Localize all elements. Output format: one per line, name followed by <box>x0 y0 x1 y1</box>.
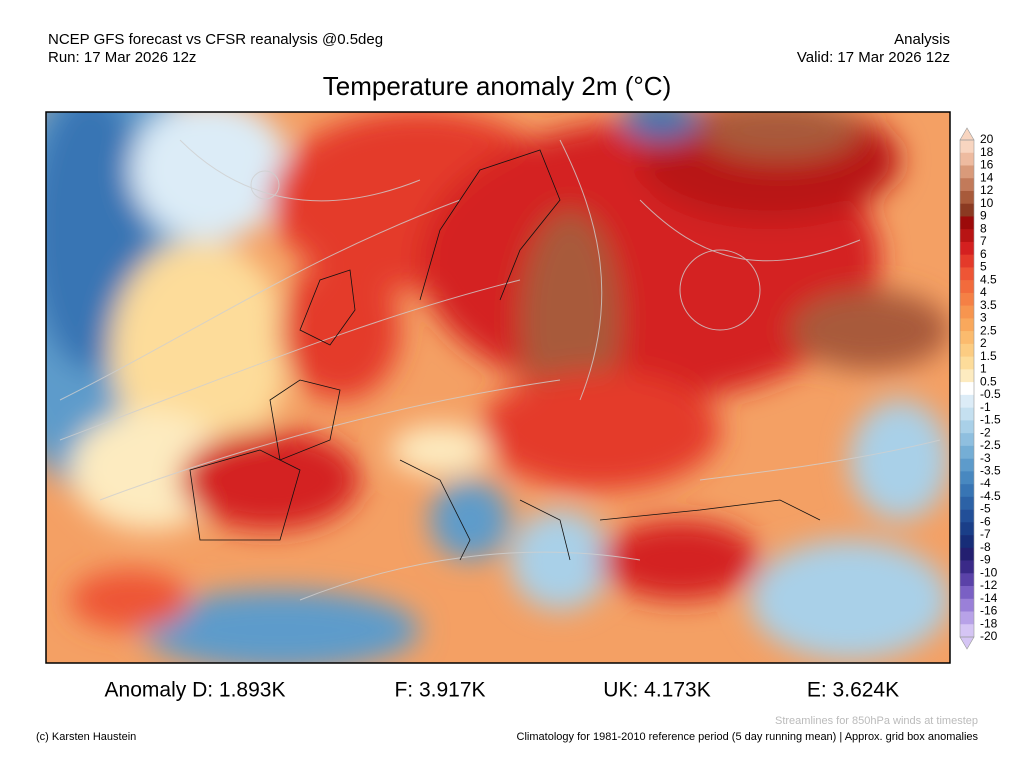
colorbar-label: -1 <box>980 400 991 414</box>
colorbar-label: 2.5 <box>980 323 997 337</box>
anomaly-map <box>46 112 950 663</box>
colorbar-label: -8 <box>980 540 991 554</box>
colorbar-label: 8 <box>980 221 987 235</box>
colorbar-label: 6 <box>980 247 987 261</box>
colorbar-label: -10 <box>980 565 998 579</box>
colorbar-label: -12 <box>980 578 998 592</box>
colorbar-swatch <box>960 611 974 625</box>
colorbar-swatch <box>960 267 974 281</box>
colorbar-swatch <box>960 547 974 561</box>
colorbar-swatch <box>960 509 974 523</box>
colorbar-label: -7 <box>980 527 991 541</box>
colorbar-label: -20 <box>980 629 998 643</box>
colorbar-label: -4.5 <box>980 489 1001 503</box>
colorbar-swatch <box>960 573 974 587</box>
colorbar-swatch <box>960 484 974 498</box>
colorbar-swatch <box>960 382 974 396</box>
colorbar-label: -3 <box>980 451 991 465</box>
map-title: Temperature anomaly 2m (°C) <box>323 71 672 101</box>
colorbar-swatch <box>960 535 974 549</box>
header-line: Analysis <box>894 31 950 48</box>
colorbar-label: 0.5 <box>980 374 997 388</box>
colorbar-swatch <box>960 216 974 230</box>
colorbar-label: 9 <box>980 209 987 223</box>
colorbar-swatch <box>960 229 974 243</box>
colorbar-swatch <box>960 165 974 179</box>
stat: F: 3.917K <box>394 679 485 702</box>
colorbar-swatch <box>960 356 974 370</box>
colorbar-label: 12 <box>980 183 994 197</box>
colorbar-label: 18 <box>980 145 994 159</box>
colorbar-label: -2 <box>980 425 991 439</box>
colorbar-swatch <box>960 445 974 459</box>
header-line: Run: 17 Mar 2026 12z <box>48 49 196 66</box>
colorbar-label: -16 <box>980 604 998 618</box>
colorbar-swatch <box>960 586 974 600</box>
colorbar-label: -2.5 <box>980 438 1001 452</box>
colorbar-label: 20 <box>980 132 994 146</box>
colorbar-label: -0.5 <box>980 387 1001 401</box>
colorbar-label: 1.5 <box>980 349 997 363</box>
streamline-note: Streamlines for 850hPa winds at timestep <box>775 715 978 727</box>
map-frame <box>45 111 951 664</box>
colorbar-swatch <box>960 140 974 154</box>
colorbar: 201816141210987654.543.532.521.510.5-0.5… <box>959 127 1001 650</box>
colorbar-label: 10 <box>980 196 994 210</box>
credit: (c) Karsten Haustein <box>36 731 136 743</box>
colorbar-swatch <box>960 394 974 408</box>
colorbar-swatch <box>960 458 974 472</box>
colorbar-end <box>959 636 975 650</box>
colorbar-label: 7 <box>980 234 987 248</box>
colorbar-label: -1.5 <box>980 413 1001 427</box>
colorbar-swatch <box>960 624 974 638</box>
colorbar-end <box>959 127 975 141</box>
colorbar-label: 14 <box>980 170 994 184</box>
colorbar-label: -14 <box>980 591 998 605</box>
colorbar-swatch <box>960 369 974 383</box>
colorbar-swatch <box>960 152 974 166</box>
colorbar-label: 5 <box>980 260 987 274</box>
colorbar-swatch <box>960 203 974 217</box>
colorbar-label: -5 <box>980 502 991 516</box>
colorbar-swatch <box>960 522 974 536</box>
colorbar-swatch <box>960 331 974 345</box>
colorbar-swatch <box>960 280 974 294</box>
header-line: NCEP GFS forecast vs CFSR reanalysis @0.… <box>48 31 383 48</box>
colorbar-swatch <box>960 254 974 268</box>
colorbar-swatch <box>960 190 974 205</box>
colorbar-swatch <box>960 292 974 306</box>
colorbar-swatch <box>960 560 974 574</box>
colorbar-label: 4.5 <box>980 272 997 286</box>
colorbar-swatch <box>960 598 974 612</box>
colorbar-swatch <box>960 343 974 357</box>
colorbar-swatch <box>960 178 974 192</box>
colorbar-label: 4 <box>980 285 987 299</box>
header-line: Valid: 17 Mar 2026 12z <box>797 49 950 66</box>
colorbar-swatch <box>960 471 974 485</box>
colorbar-label: -18 <box>980 616 998 630</box>
colorbar-label: 16 <box>980 158 994 172</box>
colorbar-label: 3.5 <box>980 298 997 312</box>
stat: UK: 4.173K <box>603 679 710 702</box>
colorbar-swatch <box>960 305 974 319</box>
colorbar-swatch <box>960 496 974 510</box>
colorbar-label: 3 <box>980 311 987 325</box>
colorbar-label: -4 <box>980 476 991 490</box>
colorbar-label: -6 <box>980 514 991 528</box>
climatology-note: Climatology for 1981-2010 reference peri… <box>517 731 979 743</box>
stat: E: 3.624K <box>807 679 899 702</box>
stat: Anomaly D: 1.893K <box>105 679 286 702</box>
colorbar-label: -9 <box>980 553 991 567</box>
colorbar-swatch <box>960 433 974 447</box>
colorbar-label: -3.5 <box>980 464 1001 478</box>
colorbar-label: 1 <box>980 362 987 376</box>
colorbar-swatch <box>960 407 974 421</box>
colorbar-frame <box>959 139 975 638</box>
colorbar-swatch <box>960 241 974 255</box>
colorbar-label: 2 <box>980 336 987 350</box>
colorbar-swatch <box>960 318 974 332</box>
colorbar-swatch <box>960 420 974 434</box>
